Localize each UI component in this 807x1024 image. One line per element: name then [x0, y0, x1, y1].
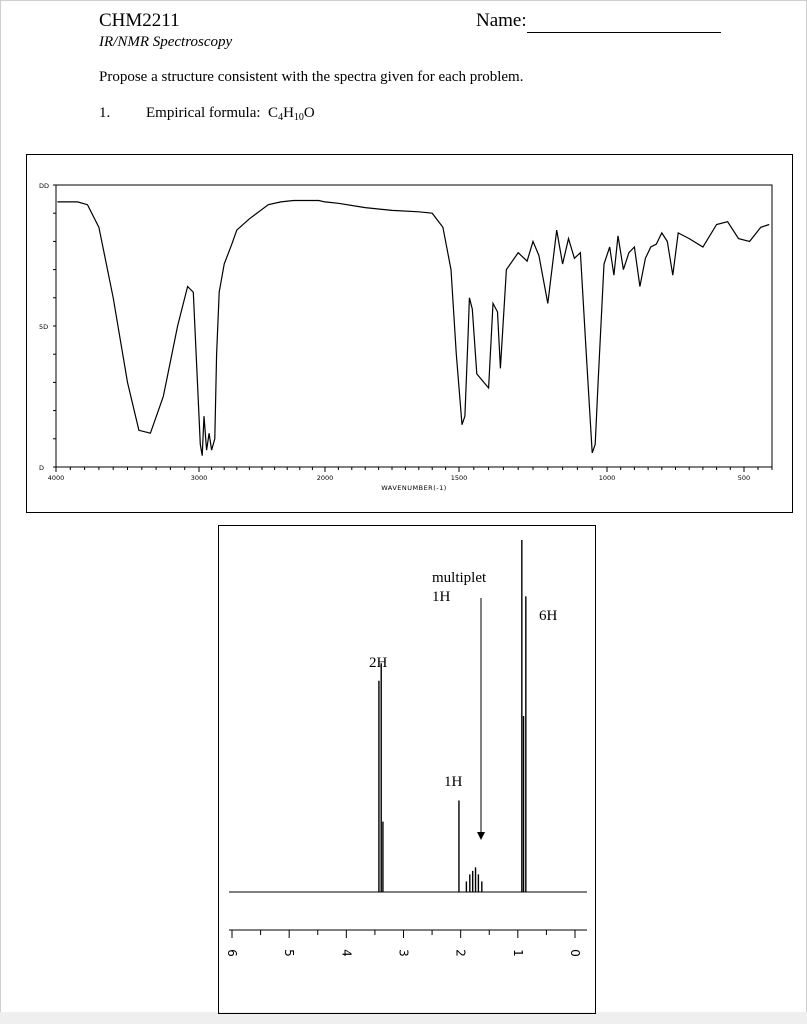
ir-spectrum-chart: D 5D DD 4000 3000 2000 1500 1000 500 WAVENUMBER… [39, 182, 773, 492]
ir-x-tick-label: 2000 [317, 474, 334, 482]
formula-label: Empirical formula: [146, 105, 261, 121]
instructions-text: Propose a structure consistent with the … [99, 69, 524, 85]
nmr-annotation: 6H [539, 608, 558, 624]
name-label: Name: [476, 10, 527, 31]
course-code: CHM2211 [99, 10, 180, 31]
nmr-x-tick-label: 1 [511, 949, 525, 957]
problem-number: 1. [99, 105, 111, 121]
nmr-annotation: 2H [369, 655, 388, 671]
worksheet-subtitle: IR/NMR Spectroscopy [99, 34, 233, 50]
empirical-formula: C4H10O [268, 105, 315, 123]
ir-x-tick-label: 4000 [48, 474, 65, 482]
ir-spectrum-panel: D 5D DD 4000 3000 2000 1500 1000 500 WAVENUMBER… [26, 154, 793, 513]
ir-y-tick-label: DD [39, 182, 49, 190]
nmr-x-tick-label: 6 [225, 949, 239, 957]
ir-y-tick-label: 5D [39, 323, 48, 331]
nmr-x-tick-label: 5 [282, 949, 296, 957]
nmr-x-tick-label: 3 [397, 949, 411, 957]
nmr-spectrum-chart: 6 5 4 3 2 1 0 2H 1H multiplet 1H 6H [225, 540, 587, 957]
nmr-annotation: 1H [432, 589, 451, 605]
ir-x-tick-label: 1000 [599, 474, 616, 482]
ir-x-axis-label: WAVENUMBER(-1) [381, 484, 447, 492]
nmr-spectrum-panel: 6 5 4 3 2 1 0 2H 1H multiplet 1H 6H [218, 525, 596, 1014]
ir-transmittance-trace [57, 199, 770, 456]
ir-y-tick-label: D [39, 464, 44, 472]
nmr-x-tick-label: 2 [454, 949, 468, 957]
nmr-x-tick-label: 0 [568, 949, 582, 957]
problem-1: 1. Empirical formula: C4H10O [99, 105, 315, 123]
name-blank-line [527, 32, 721, 33]
nmr-x-tick-label: 4 [339, 949, 353, 957]
ir-x-tick-label: 1500 [451, 474, 468, 482]
nmr-annotation: 1H [444, 774, 463, 790]
ir-x-tick-label: 3000 [191, 474, 208, 482]
ir-plot-frame [55, 184, 773, 468]
ir-x-tick-label: 500 [738, 474, 750, 482]
nmr-annotation: multiplet [432, 570, 487, 586]
viewer-bottom-strip [0, 1012, 807, 1024]
multiplet-arrow-head [477, 832, 485, 840]
